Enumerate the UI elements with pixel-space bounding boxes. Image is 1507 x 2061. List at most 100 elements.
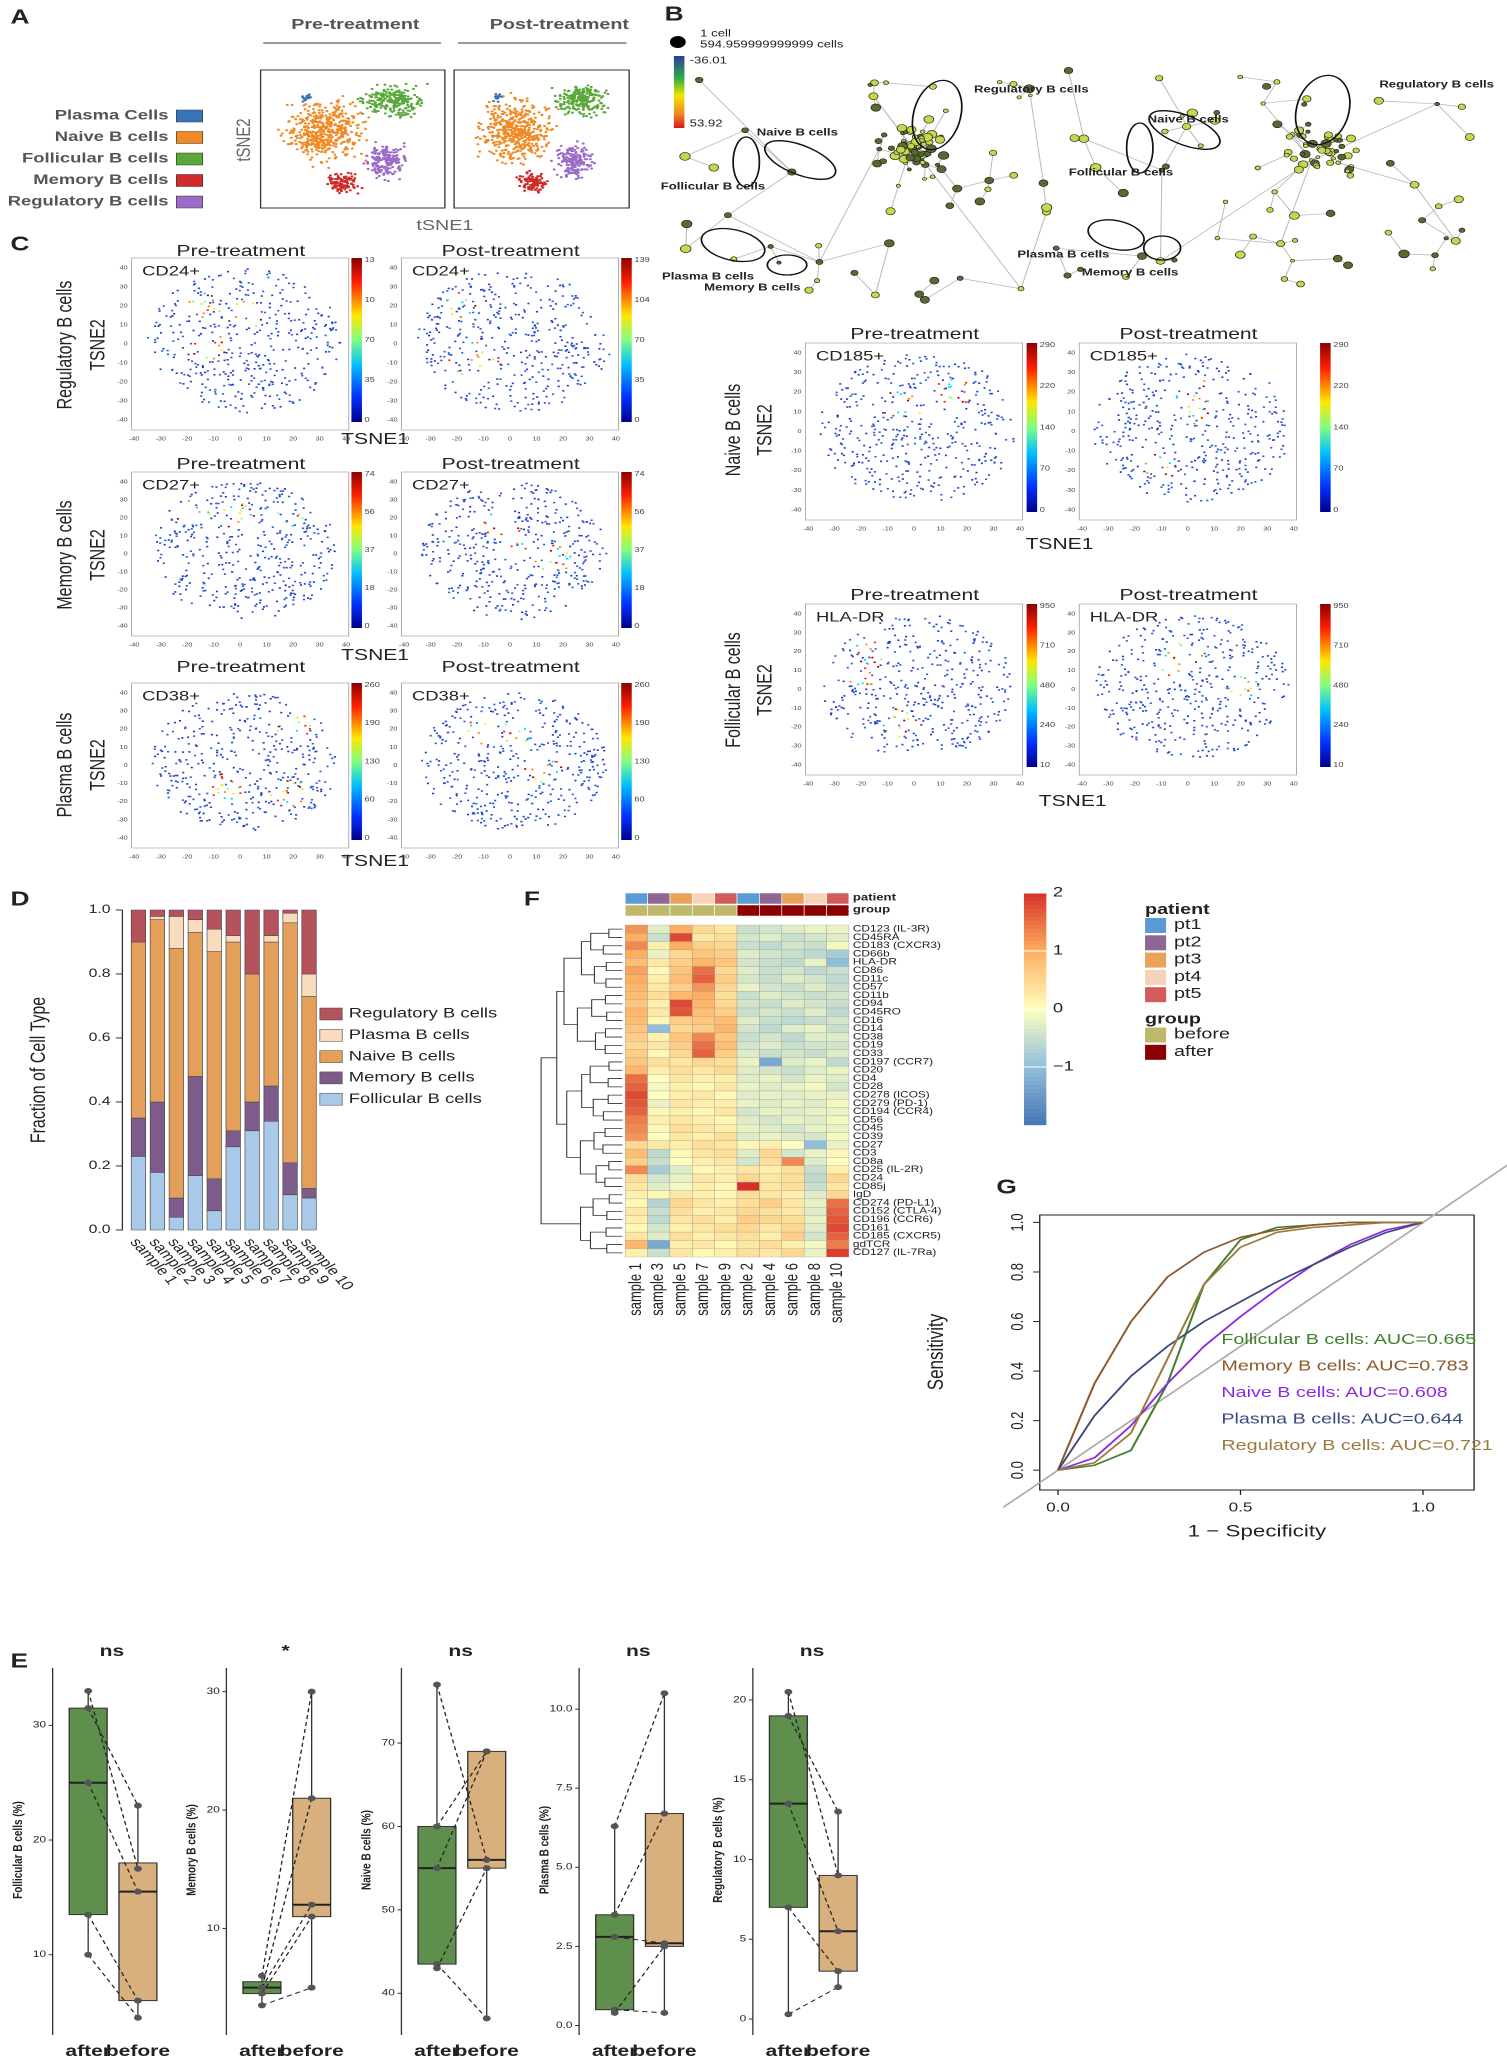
cell-dot (507, 150, 510, 154)
colorbar (351, 683, 362, 840)
cell-dot (530, 503, 533, 505)
cell-dot (462, 499, 465, 501)
cell-dot (522, 598, 525, 600)
cell-dot (526, 513, 529, 516)
cell-dot (587, 534, 590, 537)
cell-dot (286, 780, 289, 782)
cell-dot (283, 488, 286, 490)
cell-dot (335, 358, 338, 361)
condition-title: Post-treatment (442, 242, 581, 260)
cell-dot (311, 742, 314, 745)
cell-dot (429, 331, 432, 334)
cell-dot (250, 394, 253, 397)
cell-dot (208, 361, 211, 363)
cell-dot (276, 761, 279, 764)
cell-dot (202, 812, 205, 815)
cell-dot (283, 772, 286, 774)
cell-dot (342, 105, 346, 108)
cell-dot (195, 702, 198, 705)
cell-dot (263, 379, 266, 382)
cell-dot (455, 803, 459, 805)
cell-dot (275, 320, 278, 322)
cell-dot (597, 99, 601, 102)
cell-dot (319, 160, 323, 164)
cell-dot (551, 580, 555, 583)
cell-dot (255, 593, 258, 595)
cell-dot (192, 525, 195, 528)
cell-dot (197, 287, 201, 290)
cell-dot (294, 773, 297, 775)
cell-dot (264, 354, 267, 357)
cell-dot (332, 762, 336, 764)
network-node (923, 115, 935, 124)
cell-dot (316, 358, 319, 360)
cell-dot (226, 542, 229, 545)
cell-dot (274, 815, 277, 818)
cell-dot (582, 357, 585, 359)
cell-dot (311, 788, 315, 791)
cell-dot (326, 572, 329, 575)
cell-dot (230, 750, 233, 752)
cell-dot (269, 368, 272, 370)
cell-dot (577, 554, 581, 557)
cell-dot (434, 742, 437, 745)
cell-dot (338, 342, 341, 344)
cell-dot (474, 136, 478, 139)
cell-dot (462, 341, 465, 344)
cell-dot (585, 114, 588, 118)
cell-dot (308, 758, 311, 761)
cell-dot (385, 96, 389, 99)
cell-dot (246, 497, 249, 500)
cell-dot (285, 703, 288, 706)
cell-dot (510, 565, 513, 568)
cell-dot (383, 154, 386, 157)
cell-dot (403, 89, 407, 92)
cell-dot (492, 152, 496, 156)
cell-dot (253, 377, 256, 379)
tsne-tick: 30 (120, 284, 129, 290)
cell-dot (541, 368, 544, 371)
cell-dot (201, 587, 204, 589)
cell-dot (291, 541, 294, 544)
network-node (919, 160, 926, 165)
cell-dot (527, 126, 531, 129)
cell-dot (448, 726, 451, 728)
cell-dot (238, 347, 241, 349)
cell-dot (200, 732, 203, 735)
cell-dot (317, 111, 321, 115)
cell-dot (490, 814, 493, 816)
cell-dot (225, 483, 228, 486)
cell-dot (315, 782, 318, 784)
cell-dot (305, 141, 309, 144)
cell-dot (401, 109, 405, 112)
legend-label: Regulatory B cells (8, 194, 169, 209)
network-node (910, 149, 919, 156)
cell-dot (523, 152, 527, 155)
cell-dot (584, 559, 587, 561)
cell-dot (330, 564, 334, 566)
cell-dot (232, 736, 235, 738)
cell-dot (526, 113, 530, 116)
cell-dot (206, 294, 209, 297)
cell-dot (389, 151, 393, 154)
cell-dot (431, 353, 434, 356)
cell-dot (370, 102, 374, 106)
cell-dot (236, 550, 239, 553)
cell-dot (480, 742, 483, 745)
cell-dot (309, 158, 313, 161)
cell-dot (254, 491, 257, 493)
cell-dot (478, 531, 481, 534)
network-edge (1436, 103, 1471, 138)
cell-dot (496, 136, 500, 139)
cell-dot (335, 180, 339, 183)
cell-dot (350, 115, 354, 118)
cell-dot (365, 154, 369, 157)
cell-dot (536, 147, 540, 150)
cell-dot (263, 534, 266, 536)
cell-dot (504, 609, 507, 611)
cell-dot (158, 308, 161, 310)
cell-dot (334, 107, 338, 110)
cell-dot (511, 116, 515, 119)
cell-dot (238, 488, 241, 491)
tsne-tick: 20 (389, 303, 398, 309)
